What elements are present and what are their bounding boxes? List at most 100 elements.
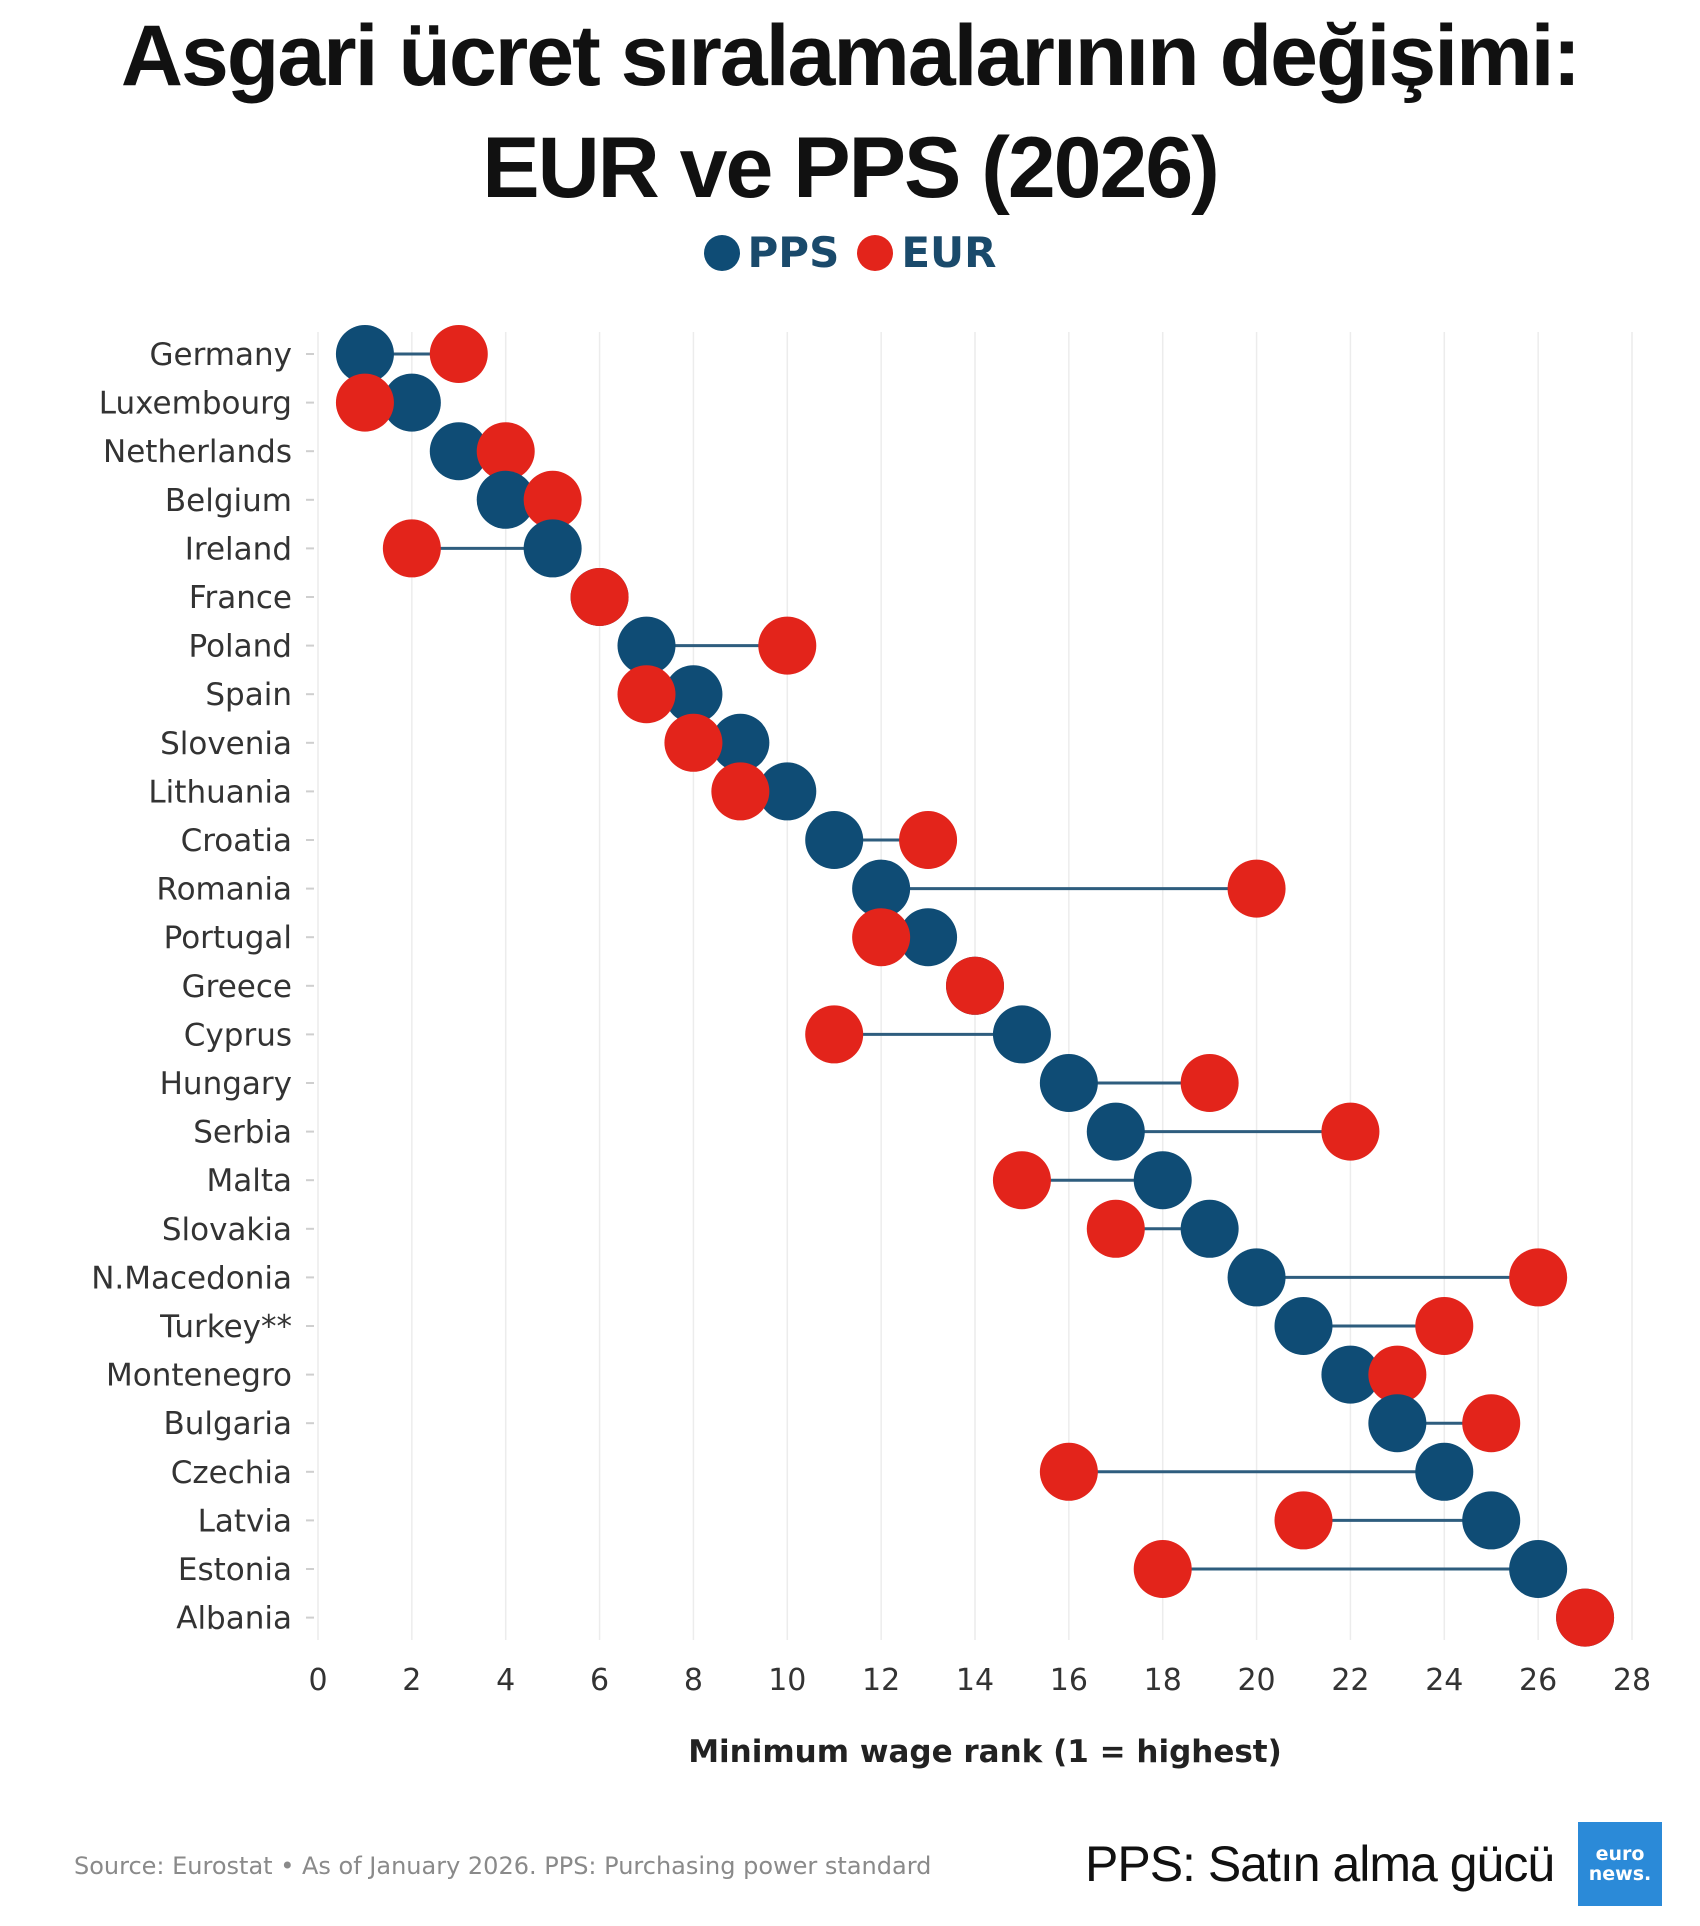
- eur-marker-hungary: [1180, 1054, 1239, 1112]
- legend-label-pps: PPS: [747, 228, 840, 277]
- category-label-latvia: Latvia: [198, 1503, 292, 1539]
- x-tick-label-16: 16: [1050, 1663, 1088, 1698]
- pps-marker-turkey: [1274, 1297, 1333, 1355]
- eur-marker-germany: [429, 325, 488, 383]
- x-tick-label-6: 6: [590, 1663, 609, 1698]
- category-label-n-macedonia: N.Macedonia: [91, 1260, 292, 1296]
- x-tick-label-22: 22: [1331, 1663, 1369, 1698]
- category-label-germany: Germany: [150, 337, 292, 373]
- eur-marker-turkey: [1415, 1297, 1474, 1355]
- pps-marker-ireland: [523, 519, 582, 578]
- grid-lines: [317, 332, 1633, 1640]
- pps-marker-malta: [1133, 1151, 1192, 1210]
- legend: PPS EUR: [0, 228, 1700, 277]
- category-label-poland: Poland: [189, 629, 293, 665]
- pps-marker-n-macedonia: [1227, 1248, 1286, 1307]
- pps-marker-slovenia: [711, 713, 770, 772]
- category-label-slovakia: Slovakia: [162, 1212, 292, 1248]
- euronews-logo: euro news.: [1578, 1822, 1662, 1906]
- pps-marker-estonia: [1509, 1540, 1568, 1598]
- pps-marker-poland: [617, 616, 676, 675]
- eur-marker-belgium: [523, 470, 582, 529]
- category-label-ireland: Ireland: [185, 531, 292, 567]
- legend-marker-pps: [703, 234, 740, 271]
- pps-note: PPS: Satın alma gücü: [1085, 1836, 1555, 1892]
- category-label-france: France: [189, 580, 292, 616]
- pps-marker-belgium: [476, 470, 535, 529]
- category-label-luxembourg: Luxembourg: [99, 386, 292, 422]
- eur-marker-serbia: [1321, 1102, 1380, 1161]
- eur-marker-bulgaria: [1462, 1394, 1521, 1453]
- eur-marker-albania: [1556, 1588, 1615, 1647]
- pps-marker-slovakia: [1180, 1199, 1239, 1258]
- eur-marker-montenegro: [1368, 1345, 1427, 1404]
- eur-marker-malta: [992, 1151, 1051, 1210]
- category-label-greece: Greece: [182, 969, 292, 1005]
- pps-marker-hungary: [1039, 1054, 1098, 1112]
- x-axis-title: Minimum wage rank (1 = highest): [688, 1734, 1282, 1770]
- category-label-serbia: Serbia: [193, 1115, 292, 1151]
- x-tick-label-14: 14: [956, 1663, 994, 1698]
- eur-marker-slovenia: [664, 713, 723, 772]
- eur-marker-france: [570, 568, 629, 626]
- pps-marker-romania: [852, 859, 911, 918]
- x-tick-label-24: 24: [1425, 1663, 1463, 1698]
- x-tick-label-8: 8: [684, 1663, 703, 1698]
- x-tick-label-10: 10: [768, 1663, 806, 1698]
- category-label-albania: Albania: [176, 1601, 292, 1637]
- pps-marker-croatia: [805, 811, 864, 869]
- eur-marker-estonia: [1133, 1540, 1192, 1598]
- eur-marker-romania: [1227, 859, 1286, 918]
- eur-marker-greece: [946, 956, 1004, 1015]
- pps-marker-portugal: [899, 908, 958, 967]
- eur-marker-czechia: [1039, 1442, 1098, 1501]
- pps-marker-germany: [335, 325, 394, 383]
- x-tick-label-2: 2: [402, 1663, 421, 1698]
- pps-marker-cyprus: [992, 1005, 1051, 1064]
- x-tick-label-20: 20: [1237, 1663, 1275, 1698]
- eur-marker-luxembourg: [335, 373, 394, 432]
- logo-text-1: euro: [1595, 1843, 1645, 1865]
- legend-label-eur: EUR: [901, 228, 997, 277]
- eur-marker-latvia: [1274, 1491, 1333, 1550]
- pps-marker-lithuania: [758, 762, 817, 821]
- category-label-croatia: Croatia: [181, 823, 292, 859]
- category-label-montenegro: Montenegro: [106, 1358, 292, 1394]
- x-tick-label-18: 18: [1144, 1663, 1182, 1698]
- eur-marker-poland: [758, 616, 817, 675]
- chart-title-line-1: Asgari ücret sıralamalarının değişimi:: [120, 8, 1581, 104]
- eur-marker-lithuania: [711, 762, 770, 821]
- pps-marker-serbia: [1086, 1102, 1145, 1161]
- category-label-cyprus: Cyprus: [184, 1017, 292, 1053]
- eur-marker-cyprus: [805, 1005, 864, 1064]
- x-tick-label-12: 12: [862, 1663, 900, 1698]
- source-note: Source: Eurostat • As of January 2026. P…: [74, 1852, 932, 1880]
- pps-marker-montenegro: [1321, 1345, 1380, 1404]
- eur-marker-n-macedonia: [1509, 1248, 1568, 1307]
- category-label-hungary: Hungary: [160, 1066, 292, 1102]
- pps-marker-latvia: [1462, 1491, 1521, 1550]
- eur-marker-netherlands: [476, 422, 535, 481]
- category-label-estonia: Estonia: [178, 1552, 292, 1588]
- pps-marker-spain: [664, 665, 723, 724]
- logo-text-2: news.: [1588, 1863, 1652, 1885]
- legend-item-pps: PPS: [703, 228, 840, 277]
- markers: [335, 325, 1615, 1647]
- pps-marker-netherlands: [429, 422, 488, 481]
- eur-marker-slovakia: [1086, 1199, 1145, 1258]
- x-tick-label-28: 28: [1613, 1663, 1651, 1698]
- category-label-turkey: Turkey**: [159, 1309, 292, 1345]
- category-label-portugal: Portugal: [164, 920, 292, 956]
- x-axis-ticks: 0 2 4 6 8 10 12 14 16 18 20 22 24 26 28: [308, 1663, 1651, 1698]
- x-tick-label-26: 26: [1519, 1663, 1557, 1698]
- x-tick-label-4: 4: [496, 1663, 515, 1698]
- x-tick-label-0: 0: [308, 1663, 327, 1698]
- chart-title-line-2: EUR ve PPS (2026): [482, 120, 1220, 216]
- legend-item-eur: EUR: [857, 228, 996, 277]
- category-label-bulgaria: Bulgaria: [163, 1406, 292, 1442]
- legend-marker-eur: [857, 234, 894, 271]
- eur-marker-croatia: [899, 811, 958, 869]
- category-labels: Germany Luxembourg Netherlands Belgium Irela…: [91, 337, 314, 1637]
- eur-marker-portugal: [852, 908, 911, 967]
